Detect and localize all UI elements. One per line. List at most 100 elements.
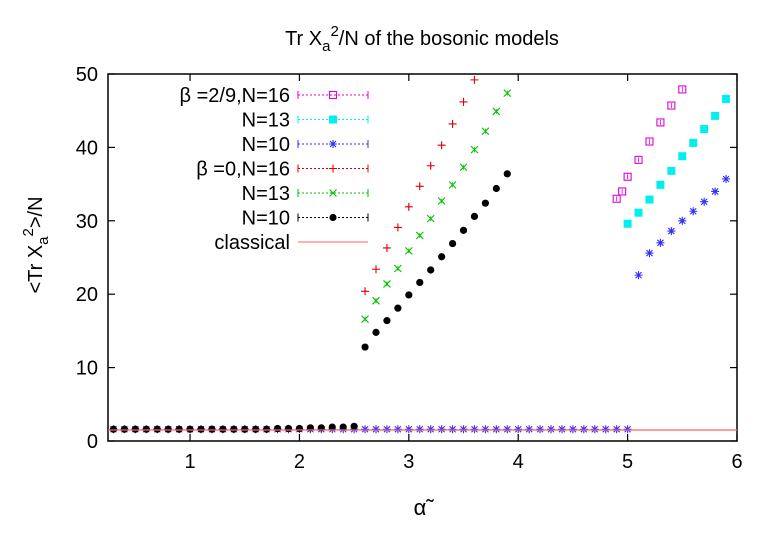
data-point xyxy=(415,231,424,240)
chart-title: Tr Xa2/N of the bosonic models xyxy=(285,23,559,55)
data-point xyxy=(437,141,446,150)
data-point xyxy=(459,226,468,234)
y-tick-label: 0 xyxy=(87,431,98,453)
data-point xyxy=(405,291,413,299)
data-point xyxy=(372,425,381,434)
data-point xyxy=(481,127,490,136)
series-5 xyxy=(109,170,511,433)
data-point xyxy=(667,101,676,110)
data-point xyxy=(459,97,468,106)
y-tick-label: 50 xyxy=(76,64,98,86)
data-point xyxy=(623,172,632,181)
data-point xyxy=(273,424,282,433)
data-point xyxy=(634,271,643,280)
data-point xyxy=(470,212,479,220)
legend-label: N=10 xyxy=(242,134,290,156)
data-point xyxy=(656,118,665,127)
data-point xyxy=(547,425,556,434)
data-point xyxy=(481,199,489,207)
data-point xyxy=(404,425,413,434)
data-point xyxy=(350,422,358,430)
data-point xyxy=(295,424,304,433)
legend: β =2/9,N=16N=13N=10β =0,N=16N=13N=10clas… xyxy=(180,85,369,254)
data-point xyxy=(361,343,369,351)
data-point xyxy=(208,425,216,433)
data-point xyxy=(437,425,446,434)
series-1 xyxy=(623,94,731,228)
data-point xyxy=(536,425,545,434)
data-point xyxy=(393,425,402,434)
data-point xyxy=(618,187,627,196)
data-point xyxy=(197,425,205,433)
data-point xyxy=(393,264,402,273)
x-tick-label: 5 xyxy=(622,451,633,473)
x-tick-label: 2 xyxy=(294,451,305,473)
data-point xyxy=(426,214,435,223)
data-point xyxy=(383,317,391,325)
data-point xyxy=(415,182,424,191)
data-point xyxy=(415,425,424,434)
data-point xyxy=(503,425,512,434)
data-point xyxy=(645,249,654,258)
data-point xyxy=(470,425,479,434)
data-point xyxy=(678,152,687,161)
data-point xyxy=(492,107,501,116)
data-point xyxy=(131,425,139,433)
data-point xyxy=(120,425,129,433)
data-point xyxy=(656,238,665,247)
y-axis-label: <Tr Xa2>/N xyxy=(20,196,52,293)
series-0 xyxy=(612,85,687,203)
data-point xyxy=(590,425,599,434)
data-point xyxy=(667,227,676,236)
x-tick-label: 4 xyxy=(513,451,524,473)
data-point xyxy=(186,425,194,433)
x-tick-label: 3 xyxy=(403,451,414,473)
data-point xyxy=(252,425,260,433)
legend-marker xyxy=(329,213,337,222)
data-point xyxy=(711,111,720,120)
data-point xyxy=(667,166,676,175)
data-point xyxy=(427,266,435,274)
data-point xyxy=(689,138,698,147)
data-point xyxy=(382,425,391,434)
data-point xyxy=(437,197,446,205)
legend-label: classical xyxy=(214,232,290,254)
data-point xyxy=(438,253,446,261)
x-tick-label: 6 xyxy=(731,451,742,473)
data-point xyxy=(394,304,402,312)
data-point xyxy=(470,75,479,84)
data-point xyxy=(416,278,424,287)
data-point xyxy=(175,425,183,433)
data-point xyxy=(164,425,172,433)
data-point xyxy=(612,425,621,434)
legend-label: N=10 xyxy=(242,208,290,230)
legend-marker xyxy=(329,189,337,197)
x-axis-label: α̃ xyxy=(414,495,435,520)
data-point xyxy=(339,423,347,431)
data-point xyxy=(448,239,457,248)
data-point xyxy=(656,180,665,189)
data-point xyxy=(492,425,501,434)
data-point xyxy=(568,425,577,434)
data-point xyxy=(470,145,479,154)
data-point xyxy=(361,315,369,324)
data-point xyxy=(361,287,370,296)
legend-label: N=13 xyxy=(242,110,290,132)
data-point xyxy=(230,425,238,433)
data-point xyxy=(722,174,731,183)
legend-label: N=13 xyxy=(242,183,290,205)
data-point xyxy=(219,425,227,433)
axis-ticks: 1 2 3 4 5 6 0 10 20 30 40 50 xyxy=(76,64,743,473)
y-tick-label: 10 xyxy=(76,358,98,380)
data-point xyxy=(722,94,731,103)
data-point xyxy=(678,216,687,225)
data-point xyxy=(459,163,468,172)
data-point xyxy=(404,247,413,255)
data-point xyxy=(153,425,161,433)
legend-marker xyxy=(328,90,338,100)
data-point xyxy=(634,155,643,164)
data-point xyxy=(383,280,391,288)
data-point xyxy=(678,85,687,94)
data-point xyxy=(492,184,500,193)
data-point xyxy=(109,425,118,433)
